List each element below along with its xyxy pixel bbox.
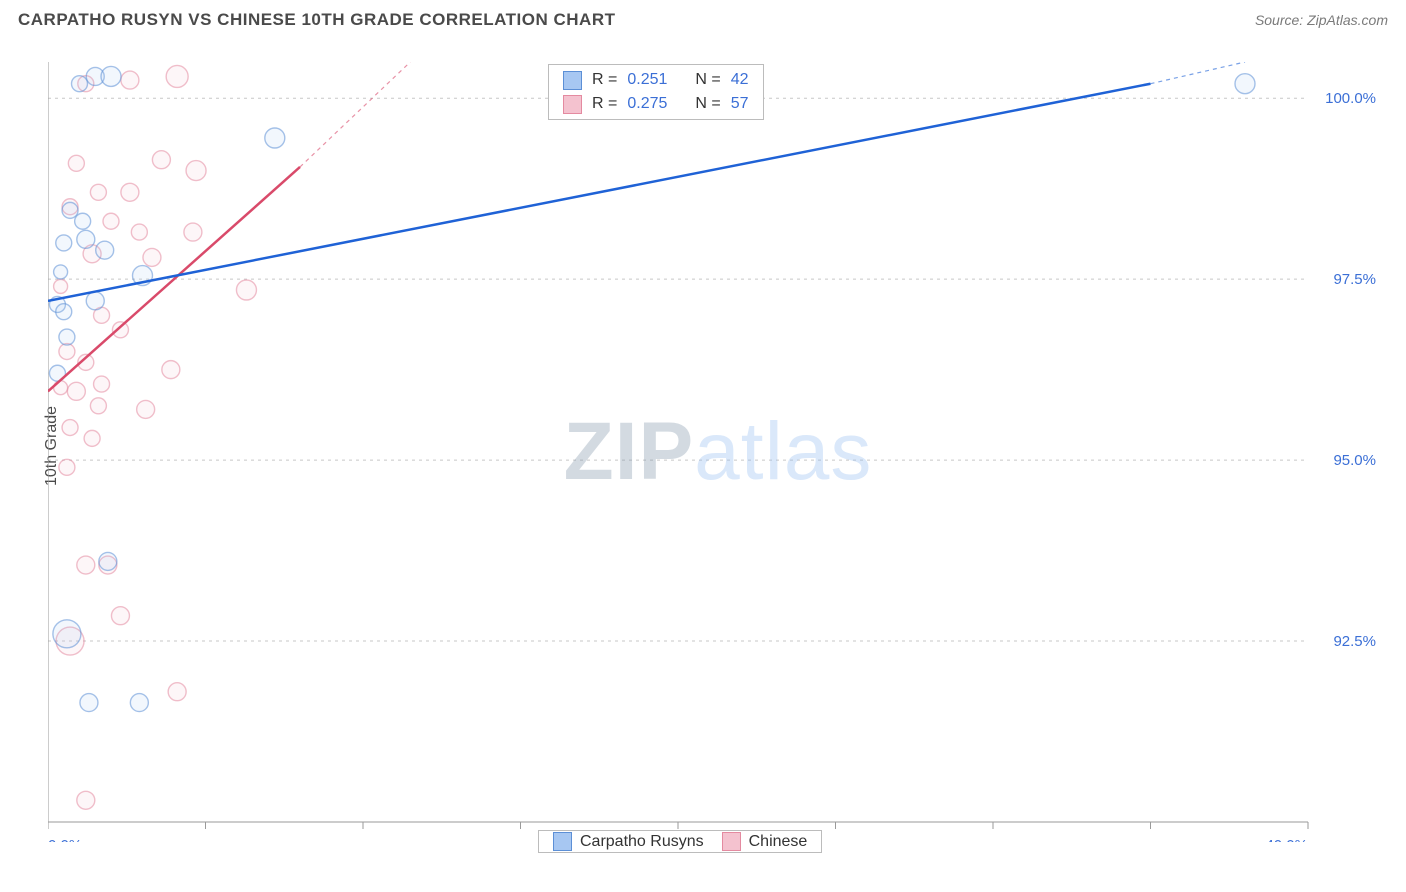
stats-legend-row: R =0.275N =57 xyxy=(563,92,749,116)
scatter-point-pink xyxy=(111,607,129,625)
scatter-point-pink xyxy=(186,161,206,181)
scatter-point-blue xyxy=(77,230,95,248)
scatter-point-blue xyxy=(130,694,148,712)
scatter-point-pink xyxy=(184,223,202,241)
scatter-point-pink xyxy=(67,382,85,400)
y-tick-label: 92.5% xyxy=(1333,633,1376,650)
scatter-point-pink xyxy=(236,280,256,300)
scatter-point-blue xyxy=(101,66,121,86)
scatter-point-pink xyxy=(131,224,147,240)
stats-legend-row: R =0.251N =42 xyxy=(563,68,749,92)
n-value: 42 xyxy=(731,68,749,92)
scatter-point-blue xyxy=(53,620,81,648)
series-legend: Carpatho Rusyns Chinese xyxy=(538,830,822,853)
trend-line-ext-pink xyxy=(300,62,410,167)
r-value: 0.275 xyxy=(627,92,667,116)
legend-label: Carpatho Rusyns xyxy=(580,833,704,851)
y-tick-label: 100.0% xyxy=(1325,90,1376,107)
legend-swatch-blue xyxy=(553,832,572,851)
scatter-point-pink xyxy=(162,361,180,379)
scatter-point-pink xyxy=(152,151,170,169)
chart-header: CARPATHO RUSYN VS CHINESE 10TH GRADE COR… xyxy=(0,0,1406,36)
chart-title: CARPATHO RUSYN VS CHINESE 10TH GRADE COR… xyxy=(18,10,615,30)
scatter-point-pink xyxy=(54,279,68,293)
trend-line-ext-blue xyxy=(1151,62,1246,84)
plot-container: 92.5%95.0%97.5%100.0%0.0%40.0% ZIPatlas … xyxy=(48,62,1388,842)
scatter-point-pink xyxy=(90,398,106,414)
scatter-point-pink xyxy=(77,791,95,809)
scatter-point-blue xyxy=(99,552,117,570)
scatter-point-pink xyxy=(121,183,139,201)
scatter-point-blue xyxy=(1235,74,1255,94)
scatter-point-pink xyxy=(121,71,139,89)
scatter-point-pink xyxy=(90,184,106,200)
legend-swatch-pink xyxy=(563,95,582,114)
scatter-point-blue xyxy=(56,235,72,251)
scatter-point-pink xyxy=(62,420,78,436)
scatter-point-pink xyxy=(103,213,119,229)
scatter-point-blue xyxy=(56,304,72,320)
scatter-point-blue xyxy=(54,265,68,279)
source-attribution: Source: ZipAtlas.com xyxy=(1255,12,1388,28)
scatter-point-pink xyxy=(137,400,155,418)
legend-item: Carpatho Rusyns xyxy=(553,832,704,851)
scatter-point-pink xyxy=(143,248,161,266)
legend-swatch-pink xyxy=(722,832,741,851)
scatter-point-blue xyxy=(265,128,285,148)
scatter-point-pink xyxy=(84,430,100,446)
scatter-point-pink xyxy=(77,556,95,574)
stats-legend: R =0.251N =42R =0.275N =57 xyxy=(548,64,764,120)
x-tick-label: 40.0% xyxy=(1265,837,1308,842)
scatter-point-blue xyxy=(80,694,98,712)
scatter-point-blue xyxy=(62,202,78,218)
scatter-plot: 92.5% 95.0% 97.5% 100.0% 0.0% 40.0% xyxy=(48,62,1388,842)
scatter-point-blue xyxy=(96,241,114,259)
scatter-point-pink xyxy=(68,155,84,171)
scatter-point-blue xyxy=(59,329,75,345)
scatter-point-pink xyxy=(168,683,186,701)
scatter-point-pink xyxy=(94,376,110,392)
scatter-point-blue xyxy=(86,292,104,310)
scatter-point-pink xyxy=(166,65,188,87)
legend-swatch-blue xyxy=(563,71,582,90)
scatter-point-pink xyxy=(59,344,75,360)
y-tick-label: 95.0% xyxy=(1333,452,1376,469)
legend-label: Chinese xyxy=(749,833,808,851)
scatter-point-pink xyxy=(112,322,128,338)
y-tick-label: 97.5% xyxy=(1333,271,1376,288)
r-value: 0.251 xyxy=(627,68,667,92)
scatter-point-blue xyxy=(72,76,88,92)
legend-item: Chinese xyxy=(722,832,808,851)
x-tick-label: 0.0% xyxy=(48,837,82,842)
n-value: 57 xyxy=(731,92,749,116)
scatter-point-pink xyxy=(59,459,75,475)
scatter-point-blue xyxy=(75,213,91,229)
